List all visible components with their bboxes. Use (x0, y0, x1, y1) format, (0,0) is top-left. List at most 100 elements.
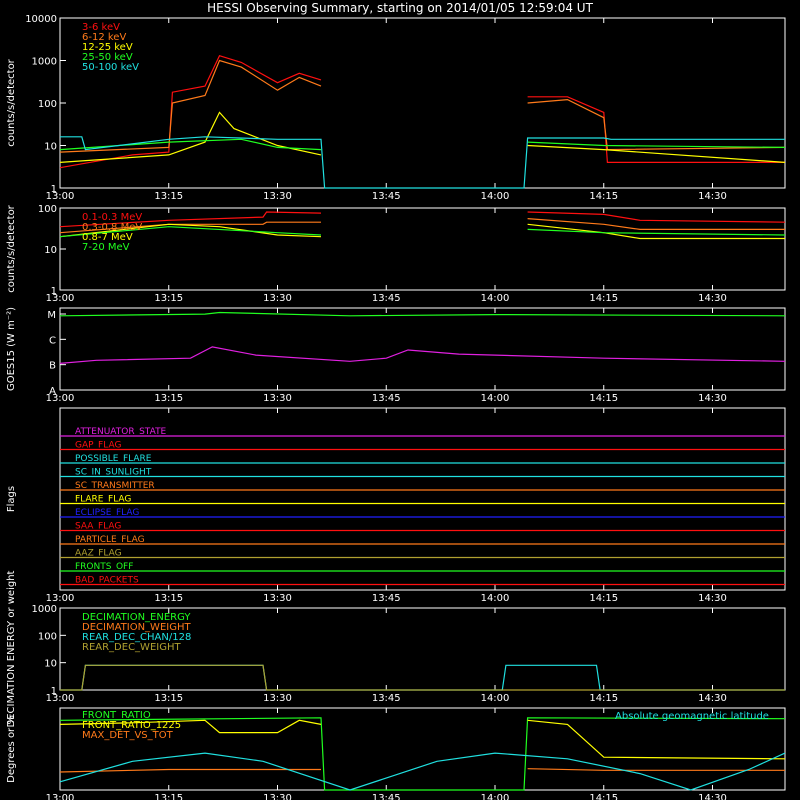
x-tick-label: 14:15 (589, 293, 618, 304)
y-tick-label: 1 (51, 184, 57, 195)
x-tick-label: 13:30 (263, 693, 292, 704)
series-rear-dec-weight (60, 664, 785, 691)
x-tick-label: 14:00 (481, 693, 510, 704)
legend-entry: DECIMATION_ENERGY (82, 612, 191, 623)
y-tick-label: 1 (51, 686, 57, 697)
series-goes-short (59, 346, 786, 364)
panel-flags-frame (59, 407, 786, 591)
panel-ratio: 13:00 13:15 13:30 13:45 14:00 14:15 14:30 Degre… (6, 707, 786, 800)
x-tick-label: 14:15 (589, 393, 618, 404)
x-tick-label: 13:00 (46, 293, 75, 304)
flag-label: ATTENUATOR_STATE (75, 427, 167, 437)
x-tick-label: 13:45 (372, 793, 401, 800)
x-tick-label: 14:30 (698, 793, 727, 800)
legend-entry: 0.8-7 MeV (82, 232, 133, 243)
x-tick-label: 14:15 (589, 693, 618, 704)
x-tick-label: 13:45 (372, 593, 401, 604)
y-tick-label: 100 (38, 631, 57, 642)
x-tick-label: 13:00 (46, 593, 75, 604)
x-tick-label: 13:30 (263, 293, 292, 304)
flag-label: SC_TRANSMITTER (75, 481, 155, 491)
x-tick-label: 14:00 (481, 293, 510, 304)
y-tick-label: 1000 (32, 57, 57, 68)
y-tick-label: 10 (44, 142, 57, 153)
series-25-50-kev (59, 138, 786, 151)
x-tick-label: 14:00 (481, 393, 510, 404)
x-tick-label: 13:00 (46, 693, 75, 704)
legend-entry: 7-20 MeV (82, 242, 130, 253)
x-tick-label: 13:45 (372, 393, 401, 404)
legend-entry: FRONT_RATIO (82, 710, 151, 721)
series-3-6-kev (59, 54, 785, 169)
flag-label: GAP_FLAG (75, 441, 121, 451)
y-tick-label: 10 (44, 659, 57, 670)
flag-label: BAD_PACKETS (75, 576, 139, 586)
x-tick-label: 13:00 (46, 191, 75, 202)
series-absolute-geomagnetic-latitude (59, 752, 786, 791)
legend-entry: Absolute geomagnetic latitude (615, 711, 769, 722)
x-tick-label: 14:30 (698, 293, 727, 304)
series-6-12-kev (59, 59, 786, 153)
y-axis-label: DECIMATION ENERGY or weight (6, 570, 17, 727)
x-tick-label: 13:45 (372, 693, 401, 704)
x-tick-label: 14:00 (481, 593, 510, 604)
x-tick-label: 13:15 (154, 693, 183, 704)
legend-entry: 12-25 keV (82, 42, 133, 53)
x-tick-label: 13:15 (154, 593, 183, 604)
series-0-1-0-3-mev (59, 211, 786, 228)
y-tick-label: 1 (51, 286, 57, 297)
x-tick-label: 14:00 (481, 793, 510, 800)
x-tick-label: 14:15 (589, 593, 618, 604)
x-tick-label: 13:30 (263, 393, 292, 404)
y-tick-label: 10 (44, 245, 57, 256)
y-tick-label: 100 (38, 204, 57, 215)
flag-label: SAA_FLAG (75, 522, 121, 532)
flag-label: PARTICLE_FLAG (75, 535, 145, 545)
flag-label: ECLIPSE_FLAG (75, 508, 139, 518)
x-tick-label: 13:15 (154, 793, 183, 800)
panel-gamma: 13:00 13:15 13:30 13:45 14:00 14:15 14:30 count… (6, 204, 786, 304)
x-tick-label: 13:00 (46, 793, 75, 800)
legend-entry: DECIMATION_WEIGHT (82, 622, 191, 633)
y-tick-label: M (47, 310, 56, 321)
panel-goes-frame (59, 307, 786, 391)
x-tick-label: 13:30 (263, 191, 292, 202)
legend-entry: 25-50 keV (82, 52, 133, 63)
x-tick-label: 14:30 (698, 593, 727, 604)
x-tick-label: 14:15 (589, 191, 618, 202)
legend-entry: MAX_DET_VS_TOT (82, 730, 174, 741)
legend-entry: 6-12 keV (82, 32, 126, 43)
series-front-ratio-1225 (59, 719, 786, 760)
y-tick-label: 100 (38, 99, 57, 110)
series-0-3-0-8-mev (59, 218, 785, 234)
panel-decimation: 13:00 13:15 13:30 13:45 14:00 14:15 14:30 DECIM… (6, 570, 786, 727)
y-axis-label: counts/s/detector (6, 204, 17, 292)
legend-entry: 0.1-0.3 MeV (82, 212, 142, 223)
x-tick-label: 13:15 (154, 293, 183, 304)
x-tick-label: 13:30 (263, 593, 292, 604)
legend-entry: 3-6 keV (82, 22, 120, 33)
flag-label: SC_IN_SUNLIGHT (75, 468, 152, 478)
legend-entry: REAR_DEC_WEIGHT (82, 642, 181, 653)
x-tick-label: 14:00 (481, 191, 510, 202)
y-tick-label: 10000 (25, 14, 57, 25)
panel-goes: 13:00 13:15 13:30 13:45 14:00 14:15 14:30 GOES1… (6, 307, 786, 404)
panel-xray-low: 13:00 13:15 13:30 13:45 14:00 14:15 14:30 count… (6, 14, 786, 202)
legend-entry: FRONT_RATIO_1225 (82, 720, 181, 731)
flag-label: FRONTS_OFF (75, 562, 133, 572)
x-tick-label: 14:30 (698, 191, 727, 202)
y-axis-label: Flags (6, 486, 17, 512)
y-axis-label: Degrees or % (6, 715, 17, 783)
x-tick-label: 13:00 (46, 393, 75, 404)
x-tick-label: 13:15 (154, 393, 183, 404)
series-7-20-mev (59, 226, 786, 238)
series-12-25-kev (59, 111, 786, 163)
y-tick-label: A (49, 386, 56, 397)
x-tick-label: 13:30 (263, 793, 292, 800)
flag-label: AAZ_FLAG (75, 549, 122, 559)
series-50-100-kev (60, 136, 785, 189)
x-tick-label: 14:15 (589, 793, 618, 800)
y-axis-label: counts/s/detector (6, 58, 17, 146)
chart-title: HESSI Observing Summary, starting on 201… (207, 1, 593, 15)
